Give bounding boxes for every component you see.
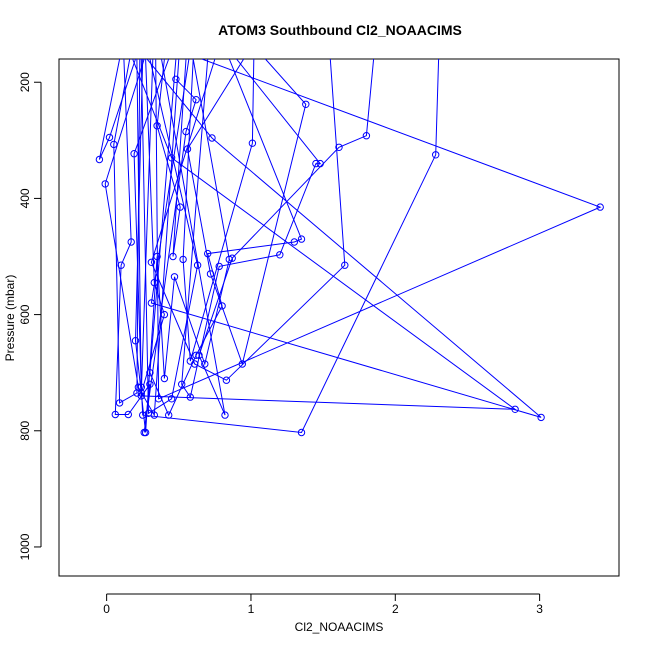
x-axis: 0 1 2 3 — [103, 593, 543, 616]
data-point — [117, 261, 125, 269]
data-point — [193, 261, 202, 269]
data-point — [144, 409, 153, 417]
data-point — [183, 145, 192, 153]
data-point — [147, 258, 156, 266]
data-point — [167, 154, 176, 162]
data-point — [169, 252, 177, 261]
data-point — [147, 299, 156, 307]
series-layer — [98, 59, 602, 434]
y-axis: 200 400 600 800 1000 — [18, 72, 42, 560]
data-point — [137, 383, 146, 391]
data-point — [110, 140, 118, 149]
points-layer — [95, 75, 604, 437]
data-point — [160, 310, 169, 319]
data-point — [153, 252, 161, 261]
data-point — [302, 100, 310, 109]
series-line — [140, 59, 199, 415]
x-tick-label: 1 — [248, 602, 255, 616]
data-point — [537, 413, 545, 422]
data-point — [192, 96, 200, 104]
data-point — [206, 270, 215, 278]
series-line — [140, 59, 165, 394]
data-point — [362, 132, 371, 140]
series-line — [134, 59, 230, 433]
data-point — [248, 139, 257, 147]
series-line — [186, 59, 307, 366]
data-point — [172, 75, 180, 84]
data-point — [130, 150, 138, 158]
series-line — [150, 59, 346, 381]
y-axis-label: Pressure (mbar) — [3, 275, 17, 362]
data-point — [201, 360, 209, 368]
data-point — [124, 410, 133, 419]
series-line — [155, 59, 602, 400]
data-point — [167, 395, 176, 403]
chart-title: ATOM3 Southbound Cl2_NOAACIMS — [218, 22, 462, 38]
y-tick-label: 200 — [18, 72, 32, 92]
x-axis-label: Cl2_NOAACIMS — [295, 620, 384, 634]
data-point — [115, 399, 124, 407]
data-point — [182, 127, 190, 136]
data-point — [146, 380, 154, 388]
y-tick-label: 600 — [18, 304, 32, 324]
data-point — [511, 405, 519, 413]
plot-frame — [58, 58, 620, 577]
data-point — [179, 255, 187, 264]
data-point — [222, 376, 231, 384]
series-line — [146, 59, 542, 418]
data-point — [146, 369, 154, 377]
data-point — [150, 278, 159, 287]
data-point — [312, 159, 320, 168]
series-line — [182, 59, 255, 362]
data-point — [238, 360, 247, 368]
data-point — [111, 410, 120, 419]
data-point — [195, 351, 203, 359]
data-point — [297, 235, 306, 243]
data-point — [170, 273, 179, 281]
data-point — [141, 428, 150, 437]
y-tick-label: 800 — [18, 420, 32, 440]
data-point — [153, 122, 161, 130]
data-point — [127, 238, 135, 246]
data-point — [101, 180, 109, 188]
series-line — [133, 59, 440, 434]
data-point — [105, 133, 114, 142]
data-point — [208, 134, 216, 142]
data-point — [335, 143, 343, 152]
data-point — [165, 411, 173, 419]
data-point — [186, 393, 195, 401]
y-tick-label: 400 — [18, 188, 32, 208]
data-point — [192, 351, 200, 359]
x-tick-label: 3 — [536, 602, 543, 616]
data-point — [596, 203, 604, 211]
data-point — [297, 428, 306, 437]
data-point — [154, 395, 163, 403]
data-point — [204, 249, 212, 258]
x-tick-label: 2 — [392, 602, 399, 616]
data-point — [160, 374, 169, 383]
data-point — [218, 302, 226, 310]
data-point — [178, 380, 186, 388]
data-point — [432, 151, 440, 159]
data-point — [316, 159, 324, 168]
series-line — [156, 59, 187, 257]
data-point — [215, 262, 223, 271]
data-point — [290, 238, 298, 246]
data-point — [221, 411, 229, 419]
y-tick-label: 1000 — [18, 533, 32, 560]
data-point — [228, 254, 236, 262]
x-tick-label: 0 — [103, 602, 110, 616]
data-point — [276, 251, 284, 259]
data-point — [95, 155, 104, 164]
data-point — [137, 389, 146, 397]
data-point — [341, 261, 349, 269]
series-line — [114, 59, 197, 433]
data-point — [186, 357, 195, 365]
data-point — [131, 337, 140, 345]
data-point — [176, 203, 184, 211]
data-point — [133, 389, 141, 397]
